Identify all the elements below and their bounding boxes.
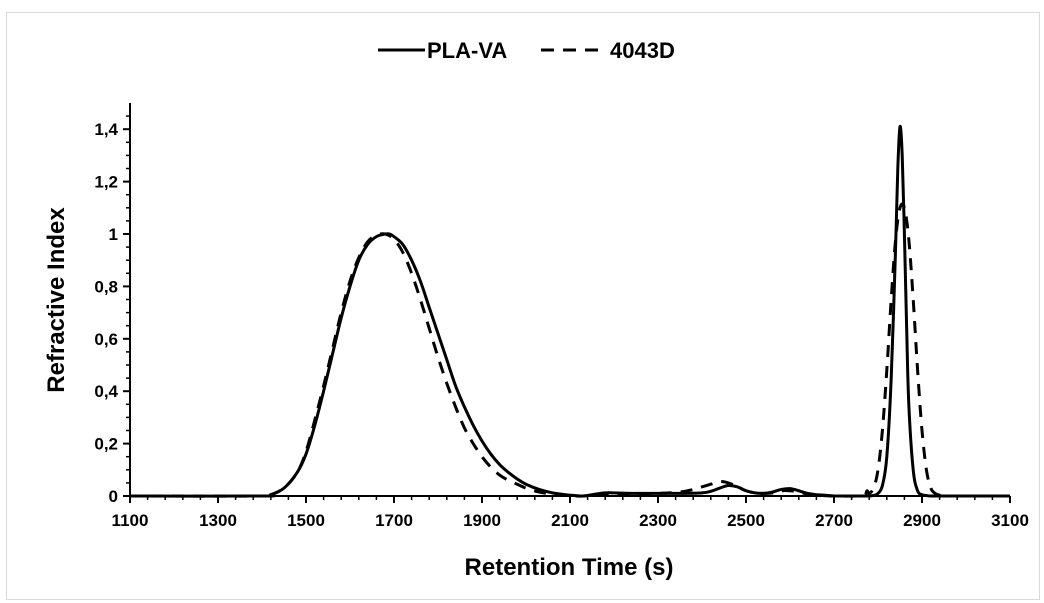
y-tick-label: 0,8 <box>94 277 118 296</box>
axes: 1100 1300 1500 1700 1900 2100 2300 2500 2700 2900… <box>94 103 1029 530</box>
series-layer <box>129 124 1011 498</box>
chart-frame <box>6 12 1040 600</box>
x-tick-label: 2700 <box>815 511 853 530</box>
y-tick-label: 0,4 <box>94 382 118 401</box>
y-tick-label: 0,6 <box>94 330 118 349</box>
series-line-4043d <box>129 202 1011 498</box>
x-tick-label: 1500 <box>287 511 325 530</box>
series-line-pla-va <box>129 124 1010 498</box>
x-tick-label: 2500 <box>727 511 765 530</box>
y-tick-label: 1 <box>109 225 118 244</box>
y-tick-label: 0 <box>109 487 118 506</box>
x-tick-label: 1900 <box>463 511 501 530</box>
x-tick-label: 1300 <box>199 511 237 530</box>
x-tick-label: 3100 <box>991 511 1029 530</box>
y-axis-title: Refractive Index <box>43 207 70 393</box>
y-tick-label: 0,2 <box>94 435 118 454</box>
x-tick-label: 2300 <box>639 511 677 530</box>
legend-label-pla-va: PLA-VA <box>427 38 507 63</box>
x-tick-label: 1700 <box>375 511 413 530</box>
y-tick-label: 1,4 <box>94 120 118 139</box>
x-tick-label: 2900 <box>903 511 941 530</box>
y-tick-label: 1,2 <box>94 173 118 192</box>
x-tick-label: 1100 <box>112 511 149 530</box>
x-axis-title: Retention Time (s) <box>465 554 674 581</box>
x-tick-label: 2100 <box>551 511 589 530</box>
legend: PLA-VA 4043D <box>378 38 675 63</box>
legend-label-4043d: 4043D <box>610 38 675 63</box>
